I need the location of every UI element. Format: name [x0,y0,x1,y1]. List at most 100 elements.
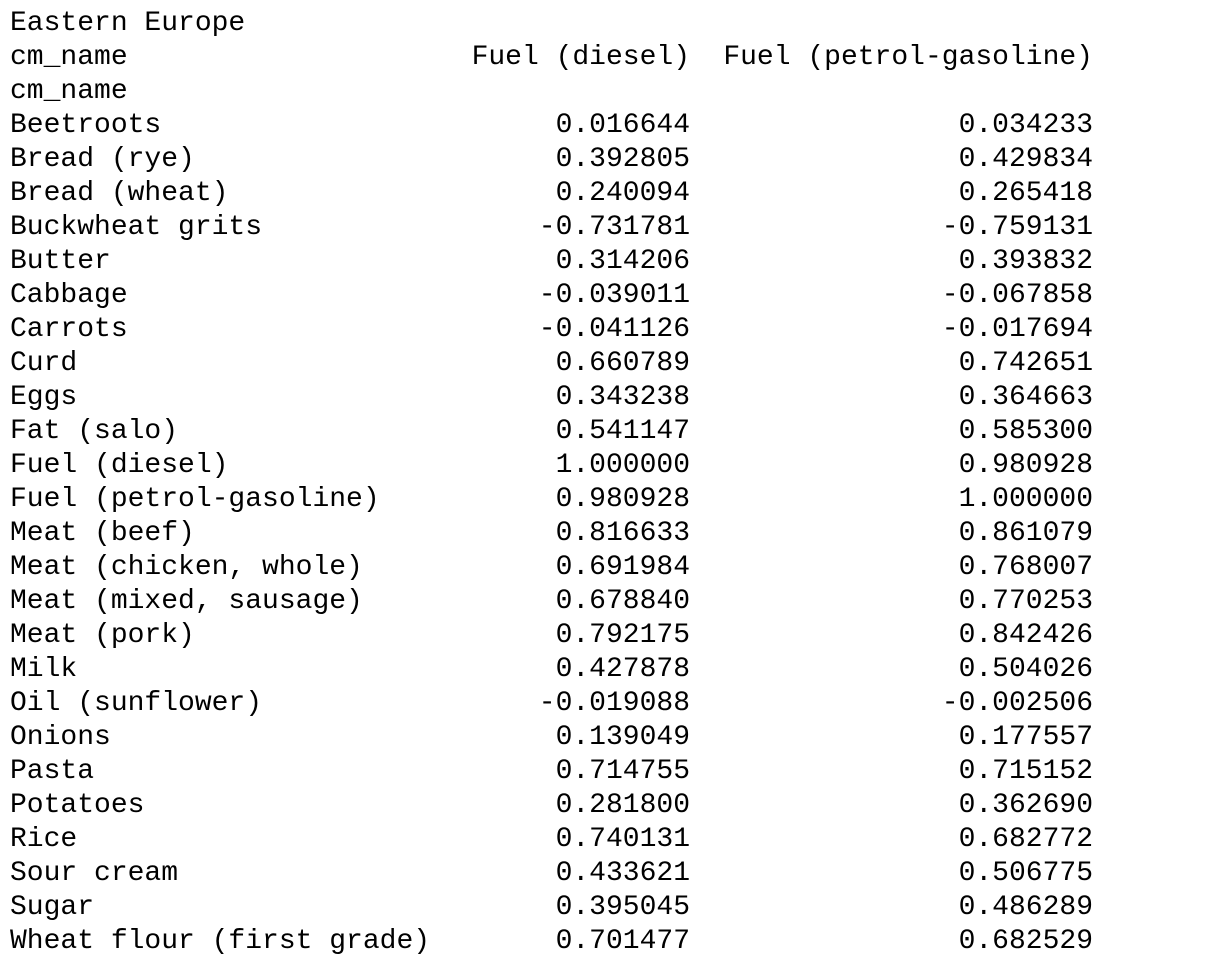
row-label: Curd [10,348,78,379]
cell-fuel-petrol-gasoline: 0.715152 [958,756,1093,787]
index-name: cm_name [10,76,128,107]
table-row: Meat (mixed, sausage) 0.678840 0.770253 [10,585,1210,619]
cell-fuel-petrol-gasoline: -0.759131 [941,212,1093,243]
cell-fuel-diesel: 0.740131 [555,824,690,855]
row-label: Milk [10,654,78,685]
cell-fuel-petrol-gasoline: 0.768007 [958,552,1093,583]
table-row: Carrots -0.041126 -0.017694 [10,313,1210,347]
cell-fuel-petrol-gasoline: 0.429834 [958,144,1093,175]
row-label: Meat (beef) [10,518,195,549]
cell-fuel-petrol-gasoline: 0.393832 [958,246,1093,277]
row-label: Fuel (diesel) [10,450,229,481]
cell-fuel-petrol-gasoline: 0.585300 [958,416,1093,447]
row-label: Sour cream [10,858,179,889]
cell-fuel-petrol-gasoline: 0.682772 [958,824,1093,855]
row-label: Meat (chicken, whole) [10,552,363,583]
row-label: Bread (wheat) [10,178,229,209]
column-header-row: cm_name Fuel (diesel) Fuel (petrol-gasol… [10,41,1210,75]
cell-fuel-diesel: -0.731781 [538,212,690,243]
cell-fuel-diesel: 0.281800 [555,790,690,821]
cell-fuel-petrol-gasoline: 0.177557 [958,722,1093,753]
table-row: Bread (rye) 0.392805 0.429834 [10,143,1210,177]
cell-fuel-petrol-gasoline: 0.742651 [958,348,1093,379]
table-row: Meat (pork) 0.792175 0.842426 [10,619,1210,653]
cell-fuel-petrol-gasoline: 0.682529 [958,926,1093,957]
row-label: Carrots [10,314,128,345]
cell-fuel-petrol-gasoline: 0.486289 [958,892,1093,923]
cell-fuel-petrol-gasoline: 0.265418 [958,178,1093,209]
table-row: Eggs 0.343238 0.364663 [10,381,1210,415]
cell-fuel-diesel: -0.041126 [538,314,690,345]
row-label: Buckwheat grits [10,212,263,243]
table-row: Rice 0.740131 0.682772 [10,823,1210,857]
cell-fuel-diesel: 0.714755 [555,756,690,787]
cell-fuel-petrol-gasoline: 0.980928 [958,450,1093,481]
cell-fuel-diesel: 0.016644 [555,110,690,141]
table-row: Curd 0.660789 0.742651 [10,347,1210,381]
table-row: Sugar 0.395045 0.486289 [10,891,1210,925]
cell-fuel-diesel: 0.660789 [555,348,690,379]
table-row: Onions 0.139049 0.177557 [10,721,1210,755]
table-body: Beetroots 0.016644 0.034233 Bread (rye) 0.39… [10,109,1210,959]
table-row: Meat (beef) 0.816633 0.861079 [10,517,1210,551]
output-title-line: Eastern Europe [10,7,1210,41]
cell-fuel-diesel: 0.240094 [555,178,690,209]
cell-fuel-diesel: 0.343238 [555,382,690,413]
cell-fuel-diesel: 0.980928 [555,484,690,515]
cell-fuel-diesel: 0.691984 [555,552,690,583]
table-row: Fat (salo) 0.541147 0.585300 [10,415,1210,449]
columns-name: cm_name [10,42,128,73]
cell-fuel-diesel: 0.427878 [555,654,690,685]
row-label: Fat (salo) [10,416,179,447]
table-row: Cabbage -0.039011 -0.067858 [10,279,1210,313]
row-label: Potatoes [10,790,145,821]
table-row: Fuel (petrol-gasoline) 0.980928 1.000000 [10,483,1210,517]
row-label: Pasta [10,756,95,787]
cell-fuel-diesel: 0.678840 [555,586,690,617]
cell-fuel-petrol-gasoline: 1.000000 [958,484,1093,515]
cell-fuel-diesel: 0.816633 [555,518,690,549]
output-title: Eastern Europe [10,8,246,39]
row-label: Fuel (petrol-gasoline) [10,484,380,515]
column-header-diesel: Fuel (diesel) [471,42,690,73]
table-row: Bread (wheat) 0.240094 0.265418 [10,177,1210,211]
row-label: Meat (mixed, sausage) [10,586,363,617]
table-row: Beetroots 0.016644 0.034233 [10,109,1210,143]
table-row: Milk 0.427878 0.504026 [10,653,1210,687]
cell-fuel-diesel: 0.792175 [555,620,690,651]
table-row: Fuel (diesel) 1.000000 0.980928 [10,449,1210,483]
cell-fuel-petrol-gasoline: 0.504026 [958,654,1093,685]
row-label: Oil (sunflower) [10,688,263,719]
table-row: Oil (sunflower) -0.019088 -0.002506 [10,687,1210,721]
cell-fuel-petrol-gasoline: -0.017694 [941,314,1093,345]
row-label: Onions [10,722,111,753]
cell-fuel-petrol-gasoline: 0.362690 [958,790,1093,821]
table-row: Sour cream 0.433621 0.506775 [10,857,1210,891]
cell-fuel-petrol-gasoline: 0.861079 [958,518,1093,549]
cell-fuel-petrol-gasoline: 0.842426 [958,620,1093,651]
row-label: Wheat flour (first grade) [10,926,431,957]
row-label: Rice [10,824,78,855]
cell-fuel-petrol-gasoline: 0.770253 [958,586,1093,617]
dataframe-output: Eastern Europe cm_name Fuel (diesel) Fue… [10,7,1210,959]
table-row: Pasta 0.714755 0.715152 [10,755,1210,789]
row-label: Sugar [10,892,95,923]
table-row: Potatoes 0.281800 0.362690 [10,789,1210,823]
cell-fuel-diesel: 0.541147 [555,416,690,447]
cell-fuel-diesel: 0.392805 [555,144,690,175]
cell-fuel-petrol-gasoline: -0.002506 [941,688,1093,719]
row-label: Bread (rye) [10,144,195,175]
cell-fuel-petrol-gasoline: 0.506775 [958,858,1093,889]
cell-fuel-petrol-gasoline: -0.067858 [941,280,1093,311]
cell-fuel-diesel: 1.000000 [555,450,690,481]
row-label: Eggs [10,382,78,413]
cell-fuel-petrol-gasoline: 0.364663 [958,382,1093,413]
cell-fuel-diesel: 0.433621 [555,858,690,889]
row-label: Cabbage [10,280,128,311]
cell-fuel-diesel: 0.395045 [555,892,690,923]
index-name-row: cm_name [10,75,1210,109]
cell-fuel-diesel: 0.314206 [555,246,690,277]
cell-fuel-diesel: 0.701477 [555,926,690,957]
cell-fuel-diesel: -0.039011 [538,280,690,311]
table-row: Meat (chicken, whole) 0.691984 0.768007 [10,551,1210,585]
